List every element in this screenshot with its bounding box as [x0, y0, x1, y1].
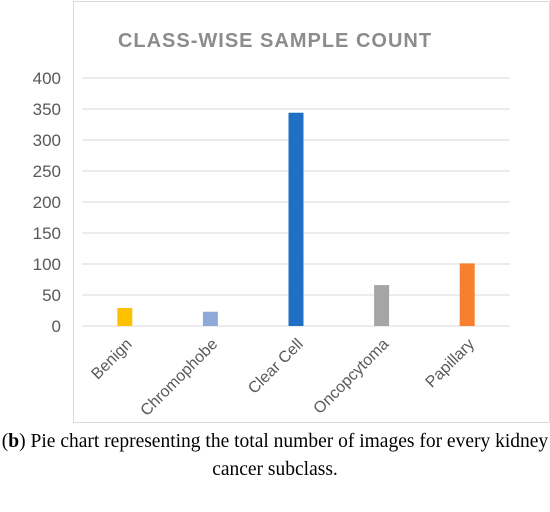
y-tick-label: 200	[33, 193, 61, 212]
y-axis-ticks: 0 50 100 150 200 250 300 350 400	[33, 69, 61, 336]
bar-papillary	[459, 263, 475, 326]
bar-benign	[117, 308, 133, 326]
caption-marker: b	[8, 431, 20, 452]
y-tick-label: 400	[33, 69, 61, 88]
bar-oncopcytoma	[374, 285, 390, 326]
y-tick-label: 0	[52, 317, 61, 336]
bar-chromophobe	[202, 311, 218, 326]
bars	[117, 112, 475, 326]
caption-marker-close: )	[19, 431, 26, 452]
bar-clear-cell	[288, 112, 304, 326]
y-tick-label: 250	[33, 162, 61, 181]
figure-caption: (b) Pie chart representing the total num…	[0, 428, 550, 484]
caption-marker-open: (	[1, 431, 9, 452]
chart-title: CLASS-WISE SAMPLE COUNT	[118, 30, 432, 52]
y-tick-label: 350	[33, 100, 61, 119]
caption-text: Pie chart representing the total number …	[25, 431, 549, 480]
x-category-label: Chromophobe	[138, 336, 222, 420]
x-category-label: Benign	[88, 336, 135, 383]
x-category-label: Oncopcytoma	[311, 336, 393, 418]
y-tick-label: 300	[33, 131, 61, 150]
x-category-label: Papillary	[423, 336, 478, 391]
chart-frame	[73, 1, 550, 423]
bar-chart: CLASS-WISE SAMPLE COUNT 0 50 100 150 200 250 3…	[33, 30, 510, 420]
y-tick-label: 50	[42, 286, 61, 305]
x-category-label: Clear Cell	[245, 336, 307, 398]
y-tick-label: 100	[33, 255, 61, 274]
y-tick-label: 150	[33, 224, 61, 243]
category-labels: Benign Chromophobe Clear Cell Oncopcytoma Pa…	[88, 336, 478, 420]
